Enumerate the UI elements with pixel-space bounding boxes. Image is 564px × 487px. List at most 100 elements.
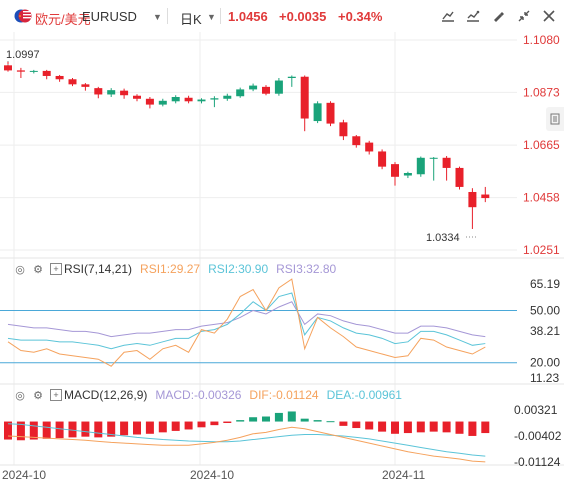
macd-bar (145, 421, 154, 434)
rsi2-line (7, 292, 486, 350)
close-icon[interactable] (538, 6, 560, 26)
eye-icon[interactable]: ◎ (15, 389, 25, 402)
symbol-code[interactable]: EURUSD (82, 9, 137, 24)
macd-lines (7, 423, 486, 463)
macd-bar (326, 421, 335, 423)
candle-body (68, 79, 77, 85)
macd-bar (4, 421, 12, 440)
macd-bar (403, 421, 412, 434)
shrink-icon[interactable] (513, 6, 535, 26)
macd-bar (16, 421, 25, 441)
macd-bar (29, 421, 38, 440)
macd-bar (352, 421, 361, 429)
macd-bar (339, 421, 348, 426)
macd-bar (287, 411, 296, 422)
candle-body (55, 75, 64, 80)
candle-body (249, 85, 258, 90)
symbol-name[interactable]: 欧元/美元 (35, 12, 91, 27)
candle-body (133, 95, 141, 99)
candle-body (107, 90, 116, 95)
add-box-icon[interactable]: + (50, 263, 62, 275)
brush-icon[interactable] (487, 6, 509, 26)
macd-axis-label: -0.01124 (514, 455, 561, 469)
dif-value: DIF:-0.01124 (249, 388, 319, 402)
rsi-axis-label: 20.00 (530, 356, 560, 370)
macd-bar (378, 421, 387, 432)
indicator-icon[interactable] (462, 6, 484, 26)
macd-bar (262, 416, 270, 422)
dif-line (7, 426, 486, 463)
candle-body (365, 142, 374, 152)
symbol-dropdown-icon[interactable]: ▼ (153, 12, 162, 22)
candle-body (81, 84, 90, 87)
price-change-pct: +0.34% (338, 9, 383, 24)
candle-body (94, 88, 103, 95)
candle-body (339, 122, 348, 137)
candle-body (455, 167, 464, 187)
expand-panel-button[interactable] (546, 107, 564, 131)
price-axis-label: 1.0251 (523, 243, 560, 257)
candle-body (429, 157, 438, 159)
candle-body (287, 76, 296, 78)
candle-body (326, 102, 335, 124)
macd-bar (236, 420, 245, 422)
high-annotation: 1.0997 (6, 49, 40, 61)
divider (220, 8, 221, 24)
candle-body (158, 100, 167, 105)
macd-bar (300, 418, 309, 422)
price-axis-label: 1.0873 (523, 85, 560, 99)
candle-body (416, 157, 425, 175)
price-axis-label: 1.1080 (523, 33, 560, 47)
x-axis-label: 2024-11 (382, 468, 425, 482)
candle-body (442, 157, 451, 168)
chart-toolbar: 欧元/美元 EURUSD ▼ 日K ▼ 1.0456 +0.0035 +0.34… (0, 0, 564, 32)
macd-bar (274, 412, 283, 422)
candle-body (210, 98, 219, 100)
price-axis-label: 1.0458 (523, 191, 560, 205)
candle-body (171, 96, 180, 102)
candle-body (236, 89, 245, 97)
add-box-icon[interactable]: + (50, 389, 62, 401)
candle-body (120, 90, 129, 96)
macd-bar (429, 421, 438, 432)
axis-labels: 1.1080 1.0873 1.0665 1.0458 1.0251 65.19 50.00… (2, 33, 562, 482)
macd-bar (81, 421, 90, 437)
x-axis-label: 2024-10 (190, 468, 234, 482)
rsi-header: ◎ ⚙ + RSI(7,14,21) RSI1:29.27 RSI2:30.90… (14, 262, 336, 276)
rsi2-value: RSI2:30.90 (208, 262, 269, 276)
macd-bar (481, 421, 490, 434)
settings-icon[interactable]: ⚙ (33, 263, 43, 276)
candle-body (42, 70, 51, 76)
macd-bar (468, 421, 477, 436)
candle-body (481, 194, 490, 199)
macd-bar (210, 421, 219, 426)
rsi-label: RSI(7,14,21) (64, 262, 133, 276)
macd-label: MACD(12,26,9) (64, 388, 148, 402)
macd-axis-label: -0.00402 (514, 429, 562, 443)
macd-bar (107, 421, 116, 437)
macd-bar (133, 421, 141, 435)
rsi1-line (7, 278, 486, 367)
divider (167, 8, 168, 24)
period-selector[interactable]: 日K (180, 12, 202, 27)
rsi1-value: RSI1:29.27 (140, 262, 201, 276)
macd-bar (455, 421, 464, 434)
macd-bar (313, 420, 322, 422)
candle-body (223, 95, 232, 99)
rsi-axis-label: 11.23 (530, 371, 559, 385)
rsi3-line (7, 301, 486, 338)
macd-header: ◎ ⚙ + MACD(12,26,9) MACD:-0.00326 DIF:-0… (14, 388, 402, 402)
candle-body (262, 86, 270, 94)
candle-body (468, 191, 477, 208)
macd-bar (249, 417, 258, 422)
draw-line-icon[interactable] (437, 6, 459, 26)
period-dropdown-icon[interactable]: ▼ (207, 12, 216, 22)
macd-bar (171, 421, 180, 431)
last-price: 1.0456 (228, 9, 268, 24)
eye-icon[interactable]: ◎ (15, 263, 25, 276)
macd-bar (158, 421, 167, 433)
settings-icon[interactable]: ⚙ (33, 389, 43, 402)
candle-body (352, 136, 361, 146)
low-annotation: 1.0334 (426, 232, 460, 244)
